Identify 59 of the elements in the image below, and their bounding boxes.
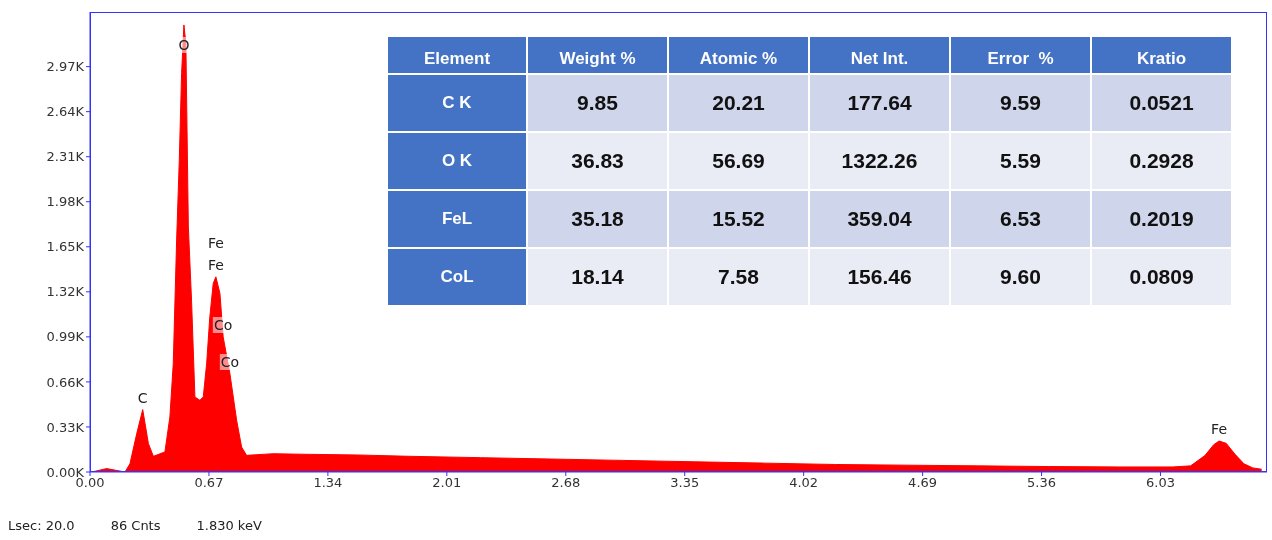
y-tick-label: 2.31K <box>46 149 85 165</box>
text: 86 Cnts <box>110 518 161 533</box>
x-tick-label: 0.67 <box>194 475 224 491</box>
category-label: Atomic % <box>669 37 810 75</box>
category-label: Net Int. <box>810 37 951 75</box>
x-tick-label: 4.69 <box>908 475 938 491</box>
y-tick-label: 1.65K <box>46 239 85 255</box>
annotation: 7.58 <box>669 249 810 307</box>
annotation: Fe <box>206 234 225 251</box>
category-label: Weight % <box>528 37 669 75</box>
x-tick-label: 2.68 <box>551 475 581 491</box>
y-tick-label: 0.33K <box>46 419 85 435</box>
annotation: 1322.26 <box>810 133 951 191</box>
annotation: 35.18 <box>528 191 669 249</box>
annotation: 20.21 <box>669 75 810 133</box>
x-tick-label: 5.36 <box>1027 475 1057 491</box>
x-tick-label: 6.03 <box>1146 475 1175 491</box>
category-label: C K <box>442 93 472 112</box>
text: 1.830 keV <box>196 518 262 533</box>
y-tick-label: 2.97K <box>46 59 85 75</box>
annotation: 9.85 <box>528 75 669 133</box>
annotation: 56.69 <box>669 133 810 191</box>
y-tick-label: 0.99K <box>46 329 85 345</box>
y-tick-label: 1.98K <box>46 194 85 210</box>
annotation: C <box>136 389 149 406</box>
category-label: CoL <box>440 267 474 286</box>
annotation: 5.59 <box>951 133 1092 191</box>
annotation: 0.0521 <box>1092 75 1233 133</box>
x-tick-label: 2.01 <box>432 475 462 491</box>
annotation: 359.04 <box>810 191 951 249</box>
category-label: Error % <box>951 37 1092 75</box>
y-tick-label: 1.32K <box>46 284 85 300</box>
annotation: 0.2019 <box>1092 191 1233 249</box>
x-tick-label: 3.35 <box>670 475 700 491</box>
y-tick-label: 0.66K <box>46 374 85 390</box>
annotation: O <box>177 36 191 53</box>
annotation: 0.0809 <box>1092 249 1233 307</box>
annotation: 156.46 <box>810 249 951 307</box>
annotation: 9.59 <box>951 75 1092 133</box>
annotation: 177.64 <box>810 75 951 133</box>
annotation: Fe <box>1210 421 1229 437</box>
category-label: FeL <box>441 209 473 228</box>
annotation: 18.14 <box>528 249 669 307</box>
x-tick-label: 0.00 <box>75 475 105 491</box>
y-tick-label: 2.64K <box>46 104 85 120</box>
annotation: 9.60 <box>951 249 1092 307</box>
annotation: Fe <box>206 256 225 273</box>
annotation: Co <box>212 316 234 333</box>
annotation: Co <box>219 353 241 370</box>
x-tick-label: 1.34 <box>313 475 343 491</box>
category-label: O K <box>441 151 473 170</box>
x-tick-label: 4.02 <box>789 475 819 491</box>
annotation: 6.53 <box>951 191 1092 249</box>
text: Element <box>388 37 528 75</box>
annotation: 0.2928 <box>1092 133 1233 191</box>
annotation: 36.83 <box>528 133 669 191</box>
annotation: 15.52 <box>669 191 810 249</box>
text: Lsec: 20.0 <box>8 518 75 533</box>
category-label: Kratio <box>1092 37 1233 75</box>
